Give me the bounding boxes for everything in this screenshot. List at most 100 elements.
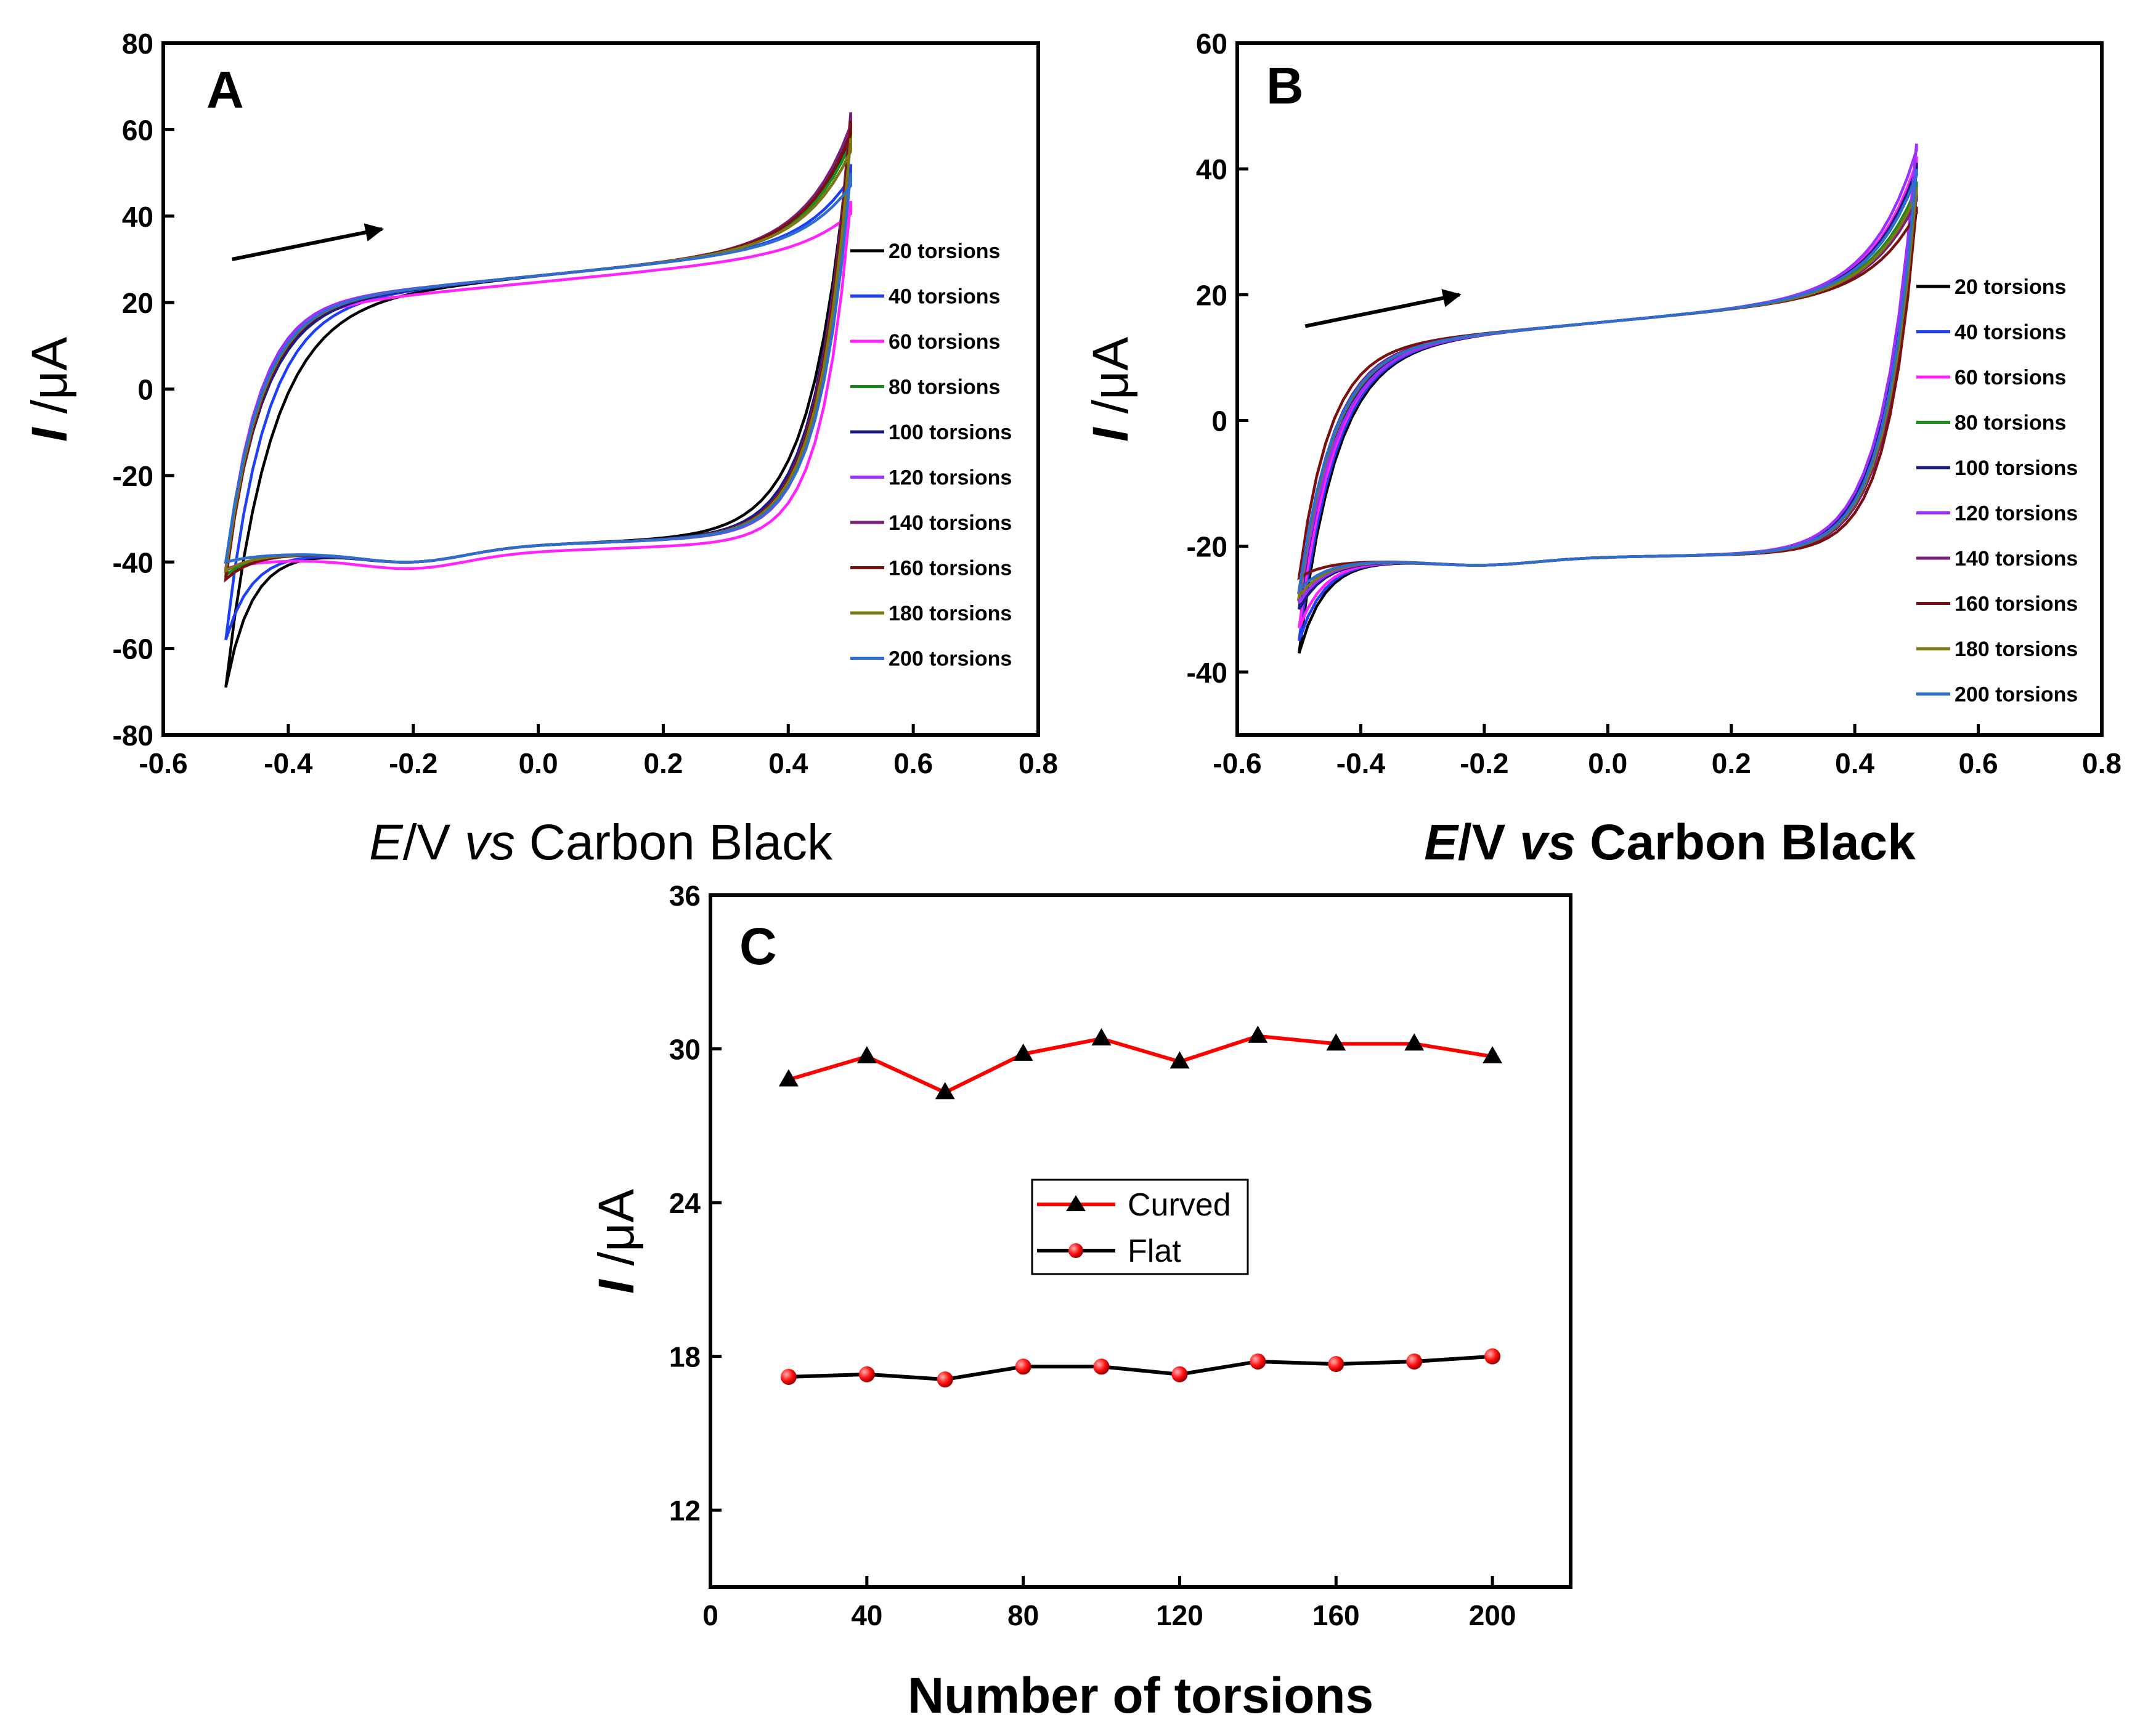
- panel-a-sweep-arrow: [231, 223, 384, 261]
- panel-c-x-tick-label: 120: [1156, 1599, 1203, 1631]
- panel-a-x-tick-label: 0.8: [1019, 747, 1058, 779]
- series-line-curved: [788, 1034, 1493, 1095]
- panel-c-x-axis-title: Number of torsions: [908, 1668, 1373, 1724]
- panel-b-x-axis-title: E/V vs Carbon Black: [1424, 814, 1916, 871]
- legend-marker-curved: [1066, 1195, 1086, 1211]
- cv-curve: [224, 200, 852, 570]
- data-point-flat: [937, 1371, 953, 1388]
- panel-a-x-tick-label: -0.4: [264, 747, 313, 779]
- legend-label: 140 torsions: [889, 511, 1012, 535]
- panel-c-legend-box: [1031, 1179, 1249, 1275]
- panel-c-x-tick-label: 80: [1007, 1599, 1039, 1631]
- panel-c-y-tick-label: 24: [669, 1187, 701, 1219]
- data-point-flat: [1250, 1353, 1266, 1370]
- cv-curve: [1297, 206, 1918, 580]
- panel-c-x-tick-label: 160: [1312, 1599, 1360, 1631]
- legend-label: 60 torsions: [1955, 366, 2066, 389]
- panel-c-legend: Curved Flat: [1031, 1179, 1249, 1275]
- panel-a-axes: -0.6 -0.4 -0.2 0.0 0.2 0.4 0.6 0.8 -80 -60 -40 -20 0…: [113, 28, 1058, 779]
- panel-c-x-tick-label: 40: [851, 1599, 882, 1631]
- legend-label: 180 torsions: [889, 602, 1012, 625]
- legend-label: 200 torsions: [1955, 683, 2078, 707]
- cv-curve: [1296, 168, 1918, 595]
- cv-curve: [1297, 162, 1918, 641]
- data-point-flat: [1171, 1366, 1188, 1382]
- legend-label: 40 torsions: [889, 285, 1000, 309]
- panel-b-y-tick-label: 60: [1196, 28, 1227, 60]
- data-point-curved: [1013, 1043, 1033, 1061]
- data-point-flat: [1406, 1353, 1423, 1370]
- data-point-flat: [1484, 1348, 1501, 1365]
- panel-a-y-axis-title: I /μA: [22, 337, 78, 442]
- panel-c-curves: [778, 1025, 1503, 1388]
- panel-b-y-axis-title: I /μA: [1083, 337, 1139, 442]
- panel-c-y-tick-label: 18: [669, 1341, 701, 1373]
- panel-a-x-tick-label: -0.6: [139, 747, 187, 779]
- panel-c: 0 40 80 120 160 200 12 18 24 30 36 C Curved Flat N…: [588, 880, 1572, 1724]
- panel-a-x-tick-label: -0.2: [389, 747, 437, 779]
- panel-a-y-tick-label: 40: [122, 201, 153, 233]
- legend-label: 100 torsions: [1955, 457, 2078, 480]
- panel-c-frame: [709, 893, 1572, 1589]
- legend-label: 140 torsions: [1955, 547, 2078, 570]
- panel-b-x-tick-label: -0.2: [1460, 747, 1508, 779]
- panel-c-y-tick-label: 36: [669, 880, 701, 912]
- data-point-curved: [1326, 1033, 1346, 1051]
- cv-curve: [224, 112, 852, 583]
- data-point-flat: [780, 1368, 797, 1385]
- data-point-flat: [1328, 1356, 1344, 1373]
- panel-b-sweep-arrow: [1304, 289, 1462, 328]
- panel-a-x-tick-label: 0.6: [893, 747, 933, 779]
- legend-label: 100 torsions: [889, 421, 1012, 444]
- cv-curve: [224, 172, 852, 564]
- panel-b-x-tick-label: 0.4: [1835, 747, 1874, 779]
- legend-label: 120 torsions: [889, 466, 1012, 490]
- legend-label: 80 torsions: [1955, 412, 2066, 435]
- legend-label: 60 torsions: [889, 330, 1000, 354]
- panel-c-axes: 0 40 80 120 160 200 12 18 24 30 36: [669, 880, 1516, 1631]
- panel-b-curves: [1296, 144, 1918, 654]
- panel-a-y-tick-label: 80: [122, 28, 153, 60]
- series-line-flat: [788, 1354, 1493, 1382]
- legend-label: 120 torsions: [1955, 502, 2078, 526]
- panel-b-x-tick-label: -0.4: [1336, 747, 1386, 779]
- panel-b: -0.6 -0.4 -0.2 0.0 0.2 0.4 0.6 0.8 -40 -20 0 20 40 60…: [1083, 28, 2121, 871]
- legend-label-curved: Curved: [1128, 1187, 1231, 1223]
- panel-b-axes: -0.6 -0.4 -0.2 0.0 0.2 0.4 0.6 0.8 -40 -20 0 20 40 60: [1187, 28, 2121, 779]
- panel-a-y-tick-label: 60: [122, 114, 153, 146]
- panel-c-x-tick-label: 200: [1469, 1599, 1516, 1631]
- cv-curve: [224, 121, 852, 583]
- cv-curve: [1297, 162, 1918, 610]
- panel-c-y-axis-title: I /μA: [588, 1189, 645, 1294]
- panel-b-y-tick-label: 40: [1196, 153, 1227, 185]
- legend-label: 80 torsions: [889, 376, 1000, 399]
- panel-a-legend: 20 torsions 40 torsions 60 torsions 80 tors…: [850, 240, 1012, 671]
- panel-b-x-tick-label: 0.2: [1712, 747, 1751, 779]
- data-point-curved: [1248, 1025, 1268, 1043]
- panel-a-curves: [224, 112, 852, 688]
- panel-b-frame: [1235, 41, 2104, 737]
- panel-b-letter: B: [1266, 57, 1304, 115]
- data-point-curved: [1404, 1033, 1425, 1051]
- panel-b-y-tick-label: 0: [1211, 405, 1227, 437]
- panel-b-y-tick-label: -40: [1187, 657, 1227, 689]
- cv-curve: [1297, 168, 1918, 654]
- panel-a-x-axis-title: E/V vs Carbon Black: [369, 814, 833, 871]
- panel-b-y-tick-label: -20: [1187, 531, 1227, 563]
- legend-label: 160 torsions: [889, 557, 1012, 580]
- panel-a-y-tick-label: -40: [113, 546, 153, 578]
- panel-b-x-tick-label: 0.0: [1588, 747, 1627, 779]
- panel-a-y-tick-label: 0: [137, 374, 153, 406]
- panel-a-y-tick-label: -80: [113, 720, 153, 752]
- data-point-curved: [1091, 1028, 1112, 1045]
- data-point-curved: [935, 1082, 955, 1100]
- legend-label: 20 torsions: [889, 240, 1000, 263]
- panel-a: -0.6 -0.4 -0.2 0.0 0.2 0.4 0.6 0.8 -80 -60 -40 -20 0…: [22, 28, 1058, 871]
- legend-label: 200 torsions: [889, 647, 1012, 671]
- data-point-flat: [1093, 1358, 1110, 1375]
- panel-a-y-tick-label: -60: [113, 633, 153, 665]
- panel-a-y-tick-label: 20: [122, 287, 153, 319]
- cv-curve: [224, 125, 852, 688]
- panel-a-x-tick-label: 0.0: [519, 747, 558, 779]
